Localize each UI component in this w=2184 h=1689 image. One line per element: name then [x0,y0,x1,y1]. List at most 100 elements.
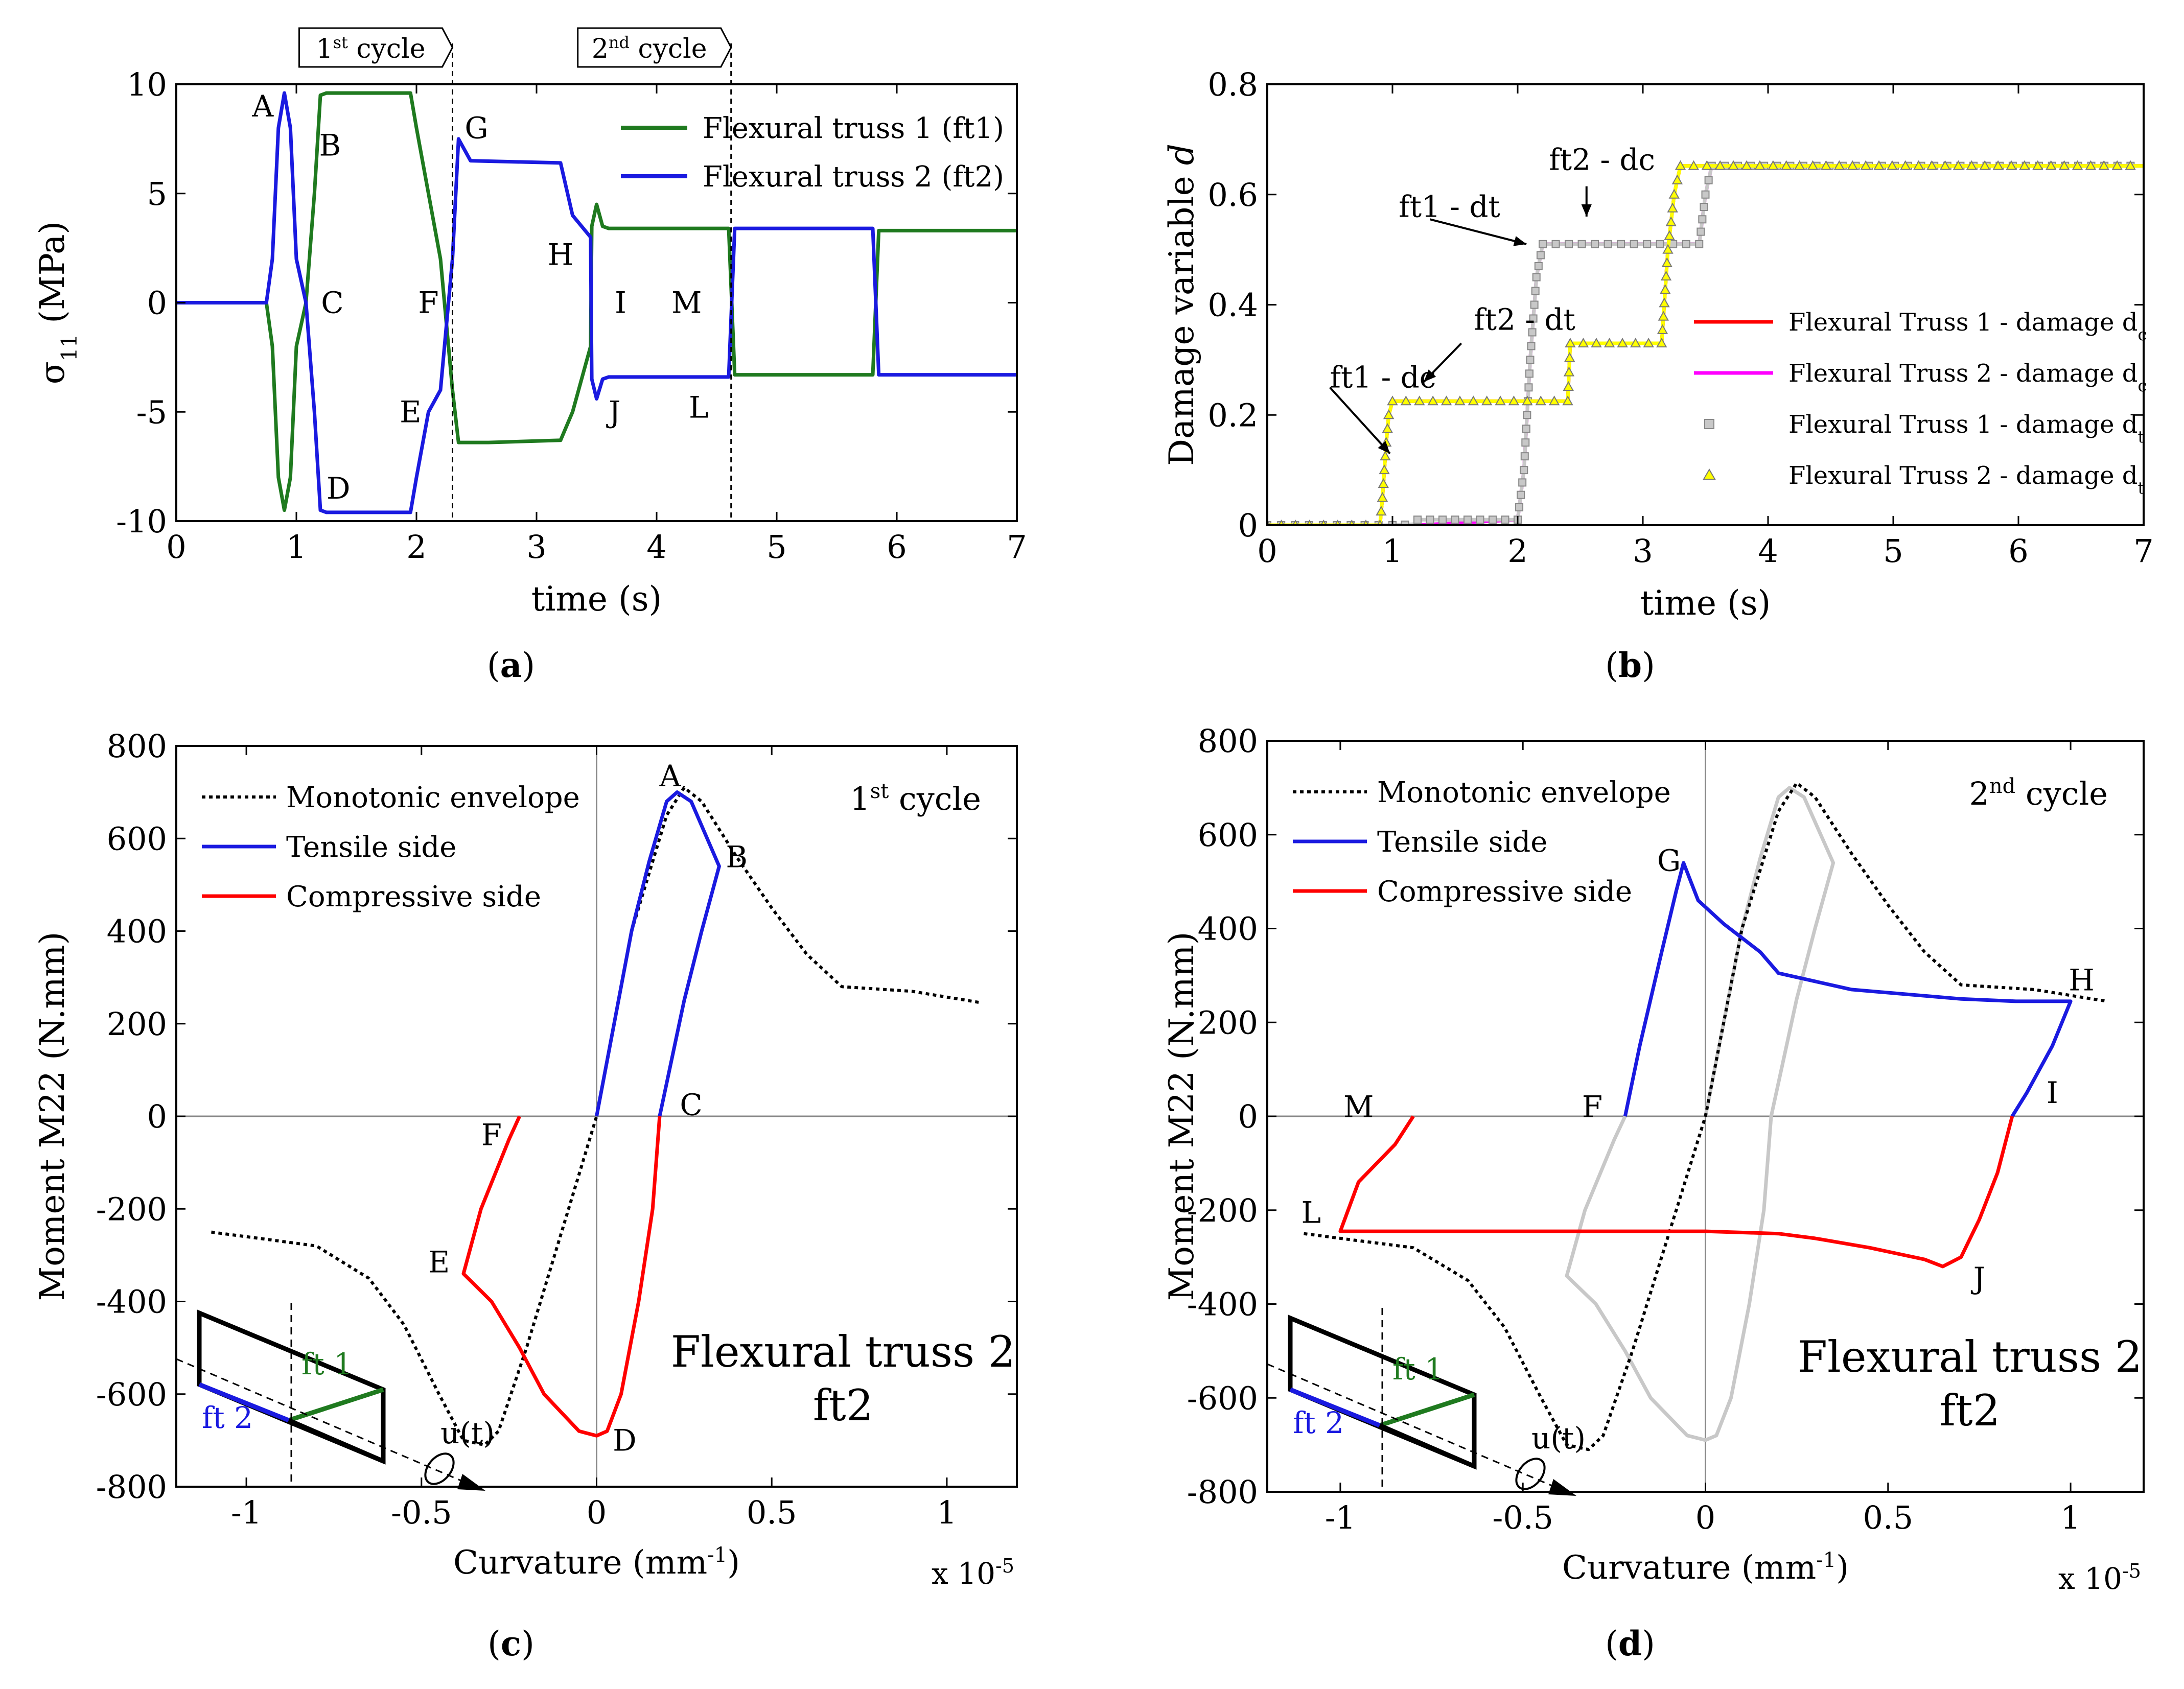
marker-triangle [2045,160,2057,170]
u-label: u(t) [440,1416,495,1450]
marker-triangle [2098,160,2110,170]
cycle-rest: cycle [348,34,426,64]
y-tick-label: -200 [1187,1192,1258,1229]
panel-label-open: ( [487,646,500,685]
series-line-1 [1304,781,2107,1451]
x-tick-label: -1 [1325,1499,1356,1536]
marker-square [1704,176,1713,184]
y-label-text: Moment M22 (N.mm) [1162,932,1201,1301]
legend-label: Monotonic envelope [286,781,580,814]
legend-label: Flexural Truss 1 - damage dt [1788,410,2144,447]
legend-label: Compressive side [1377,875,1632,908]
y-label-text: Moment M22 (N.mm) [33,932,72,1301]
cycle-title-rest: cycle [889,780,981,817]
point-label: L [689,390,709,425]
panel-b: 0 1 2 3 4 5 6 7 0 0.2 0.4 0.6 0.8 time (s) Damage vari… [1162,66,2154,685]
marker-triangle [1701,160,1713,170]
y-tick-label: -10 [116,503,167,540]
legend-sub: c [2137,376,2147,395]
axes-frame [175,83,1018,522]
marker-triangle [1662,244,1674,254]
axis-dash [1267,1363,1567,1493]
ft2-edge [198,1382,290,1423]
u-arrowhead [1548,1479,1576,1496]
x-axis-label: time (s) [1640,583,1771,623]
u-arrowhead [457,1474,485,1491]
annotation-arrowhead [1378,441,1390,454]
y-tick-label: 5 [147,175,167,213]
x-tick-label: 0.5 [747,1494,797,1531]
panel-a: 0 1 2 3 4 5 6 7 -10 -5 0 5 10 time (s) σ11 (MPa) (a) A B C… [33,27,1027,685]
caption-line-1: Flexural truss 2 [671,1327,1016,1377]
legend-label: Monotonic envelope [1377,776,1671,809]
x-tick-label: 0 [166,528,186,566]
marker-triangle [2006,160,2017,170]
y-tick-label: 0.2 [1207,396,1258,434]
ft1-edge [288,1387,384,1423]
marker-triangle [2125,160,2136,170]
marker-square [1643,240,1652,248]
y-tick-label: 0 [147,1098,167,1135]
point-label: B [726,840,748,875]
x-tick-label: 4 [1758,532,1778,570]
marker-square [1532,273,1541,281]
cycle-title-number: 1 [850,780,870,817]
point-label: A [251,89,274,124]
y-axis-label: Moment M22 (N.mm) [33,932,72,1301]
marker-triangle [1591,337,1602,348]
marker-triangle [1440,395,1452,406]
marker-triangle [1382,423,1393,433]
marker-triangle [1664,230,1675,240]
marker-triangle [1604,337,1615,348]
legend-label: Tensile side [286,831,456,864]
marker-square [1551,240,1560,248]
y-tick-label: -5 [136,393,167,431]
point-label: E [400,394,421,429]
cycle-number: 2 [592,34,609,64]
legend: Flexural truss 1 (ft1) Flexural truss 2 (… [621,112,1004,194]
annotation-text: ft2 - dt [1474,302,1575,337]
bottom-edge [1379,1423,1475,1469]
legend-name: Flexural Truss 2 - damage d [1788,359,2137,388]
marker-triangle [1658,311,1669,321]
marker-triangle [1671,174,1683,184]
marker-square [1701,190,1710,199]
marker-square [1630,240,1638,248]
x-label-text: Curvature (mm [1562,1549,1816,1587]
panel-label: (b) [1605,645,1655,685]
y-tick-label: 600 [1198,816,1258,854]
point-label: H [2069,963,2095,998]
marker-triangle [1562,395,1573,406]
x-label-sup: -1 [707,1543,727,1567]
caption-line-2: ft2 [813,1380,873,1430]
x-label-text: Curvature (mm [453,1544,707,1582]
y-tick-label: 200 [107,1005,167,1043]
x-tick-label: 0 [1695,1499,1715,1536]
x-tick-label: -0.5 [1492,1499,1553,1536]
y-tick-label: 800 [107,728,167,765]
x-multiplier-sup: -5 [995,1555,1014,1577]
marker-triangle [1481,395,1493,406]
legend-label: Compressive side [286,880,541,913]
u-ellipse [424,1452,455,1485]
legend-name: Flexural Truss 1 - damage d [1788,410,2137,439]
marker-triangle [2032,160,2043,170]
marker-triangle [1780,160,1792,170]
marker-triangle [1714,160,1726,170]
cycle-sup: st [333,33,348,52]
annotation-text: ft2 - dc [1549,143,1655,177]
marker-triangle [1668,189,1680,199]
point-label: M [671,286,702,320]
marker-square [1521,438,1530,447]
marker-square [1529,314,1538,323]
legend-sub: t [2137,478,2144,498]
point-label: H [548,237,574,272]
ft2-label: ft 2 [1293,1405,1344,1440]
legend-marker-triangle [1703,468,1716,480]
point-label: F [418,286,438,320]
legend-marker-square [1704,419,1714,429]
cycle-title: 2nd cycle [1969,775,2108,812]
marker-square [1525,369,1534,378]
panel-label-letter: b [1618,645,1642,685]
